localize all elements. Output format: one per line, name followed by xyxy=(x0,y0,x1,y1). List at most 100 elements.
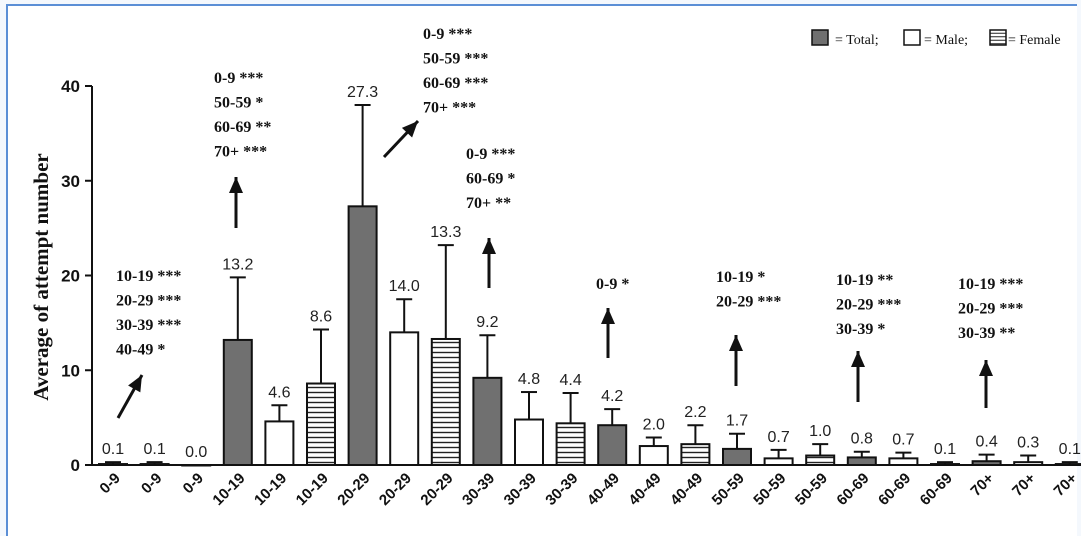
y-tick-label: 10 xyxy=(61,361,80,380)
significance-line: 0-9 *** xyxy=(214,70,263,87)
bar-striped xyxy=(1054,463,1081,466)
x-tick-label: 20-29 xyxy=(417,470,456,509)
annotation-arrow-head xyxy=(482,238,496,254)
x-tick-label: 70+ xyxy=(967,470,997,500)
x-tick-label: 20-29 xyxy=(334,470,373,509)
significance-line: 20-29 *** xyxy=(116,293,181,310)
x-tick-label: 70+ xyxy=(1051,470,1081,500)
value-label: 2.0 xyxy=(643,417,665,434)
value-label: 0.0 xyxy=(185,444,207,461)
value-label: 8.6 xyxy=(310,309,332,326)
significance-annotation: 10-19 *** 20-29 *** 30-39 *** 40-49 * xyxy=(116,268,181,359)
bar-open xyxy=(389,331,420,466)
x-tick-label: 40-49 xyxy=(667,470,706,509)
value-label: 14.0 xyxy=(389,278,420,295)
bar-open xyxy=(888,457,919,466)
annotation-arrow-head xyxy=(128,375,142,393)
bar-filled xyxy=(472,376,503,466)
annotation-arrow-head xyxy=(851,351,865,367)
significance-line: 20-29 *** xyxy=(836,297,901,314)
value-label: 9.2 xyxy=(476,314,498,331)
significance-annotation: 0-9 *** 50-59 *** 60-69 *** 70+ *** xyxy=(423,26,488,117)
legend-label: = Total; xyxy=(835,33,879,48)
x-tick-label: 30-39 xyxy=(501,470,540,509)
value-label: 0.7 xyxy=(892,432,914,449)
x-tick-label: 50-59 xyxy=(750,470,789,509)
x-tick-label: 60-69 xyxy=(875,470,914,509)
significance-line: 50-59 * xyxy=(214,95,263,112)
significance-line: 60-69 *** xyxy=(423,75,488,92)
bar-open xyxy=(139,463,170,466)
value-label: 4.8 xyxy=(518,371,540,388)
legend-swatch-filled xyxy=(811,29,829,46)
significance-line: 30-39 * xyxy=(836,321,885,338)
significance-annotation: 10-19 * 20-29 *** xyxy=(716,269,781,311)
bar-filled xyxy=(971,460,1002,466)
value-label: 4.2 xyxy=(601,388,623,405)
significance-line: 40-49 * xyxy=(116,342,165,359)
bar-filled xyxy=(347,205,378,467)
bar-striped xyxy=(181,464,212,467)
x-tick-label: 30-39 xyxy=(542,470,581,509)
value-label: 0.8 xyxy=(851,431,873,448)
significance-annotation: 0-9 *** 60-69 * 70+ ** xyxy=(466,146,515,212)
value-label: 0.4 xyxy=(975,434,997,451)
bar-filled xyxy=(597,424,628,466)
value-label: 1.0 xyxy=(809,423,831,440)
significance-line: 20-29 *** xyxy=(716,294,781,311)
bar-striped xyxy=(930,463,960,466)
x-tick-label: 60-69 xyxy=(917,470,956,509)
significance-line: 0-9 *** xyxy=(466,146,515,163)
legend-swatch-striped xyxy=(989,29,1007,46)
significance-annotation: 0-9 *** 50-59 * 60-69 ** 70+ *** xyxy=(214,70,271,161)
y-tick-label: 30 xyxy=(61,172,80,191)
significance-annotation: 10-19 *** 20-29 *** 30-39 ** xyxy=(958,276,1023,342)
annotation-arrow-head xyxy=(729,335,743,351)
significance-annotation: 0-9 * xyxy=(596,276,629,293)
x-tick-label: 50-59 xyxy=(709,470,748,509)
x-tick-label: 40-49 xyxy=(584,470,623,509)
significance-line: 70+ ** xyxy=(466,195,511,212)
bar-filled xyxy=(98,463,128,466)
value-label: 0.1 xyxy=(102,441,124,458)
bar-open xyxy=(264,420,295,467)
significance-line: 50-59 *** xyxy=(423,51,488,68)
value-label: 2.2 xyxy=(684,404,706,421)
x-tick-label: 10-19 xyxy=(251,470,290,509)
x-tick-label: 10-19 xyxy=(293,470,332,509)
annotation-arrow-head xyxy=(229,177,243,193)
significance-annotation: 10-19 ** 20-29 *** 30-39 * xyxy=(836,272,901,338)
significance-line: 30-39 *** xyxy=(116,317,181,334)
bar-open xyxy=(763,457,794,466)
legend-swatch-open xyxy=(903,29,921,46)
significance-line: 0-9 * xyxy=(596,276,629,293)
bar-striped xyxy=(430,337,461,467)
x-tick-label: 0-9 xyxy=(180,470,207,497)
value-label: 0.1 xyxy=(1059,441,1081,458)
y-tick-label: 20 xyxy=(61,267,80,286)
significance-line: 60-69 ** xyxy=(214,119,271,136)
legend-label: = Female xyxy=(1008,33,1061,48)
x-tick-label: 50-59 xyxy=(792,470,831,509)
significance-line: 0-9 *** xyxy=(423,26,472,43)
legend-label: = Male; xyxy=(924,33,968,48)
value-label: 1.7 xyxy=(726,413,748,430)
significance-line: 20-29 *** xyxy=(958,301,1023,318)
x-tick-label: 70+ xyxy=(1009,470,1039,500)
value-label: 4.4 xyxy=(559,372,581,389)
x-tick-label: 0-9 xyxy=(96,470,123,497)
bar-striped xyxy=(306,382,336,467)
value-label: 27.3 xyxy=(347,84,378,101)
y-axis-title: Average of attempt number xyxy=(29,153,53,400)
y-tick-label: 40 xyxy=(61,77,80,96)
x-tick-label: 40-49 xyxy=(625,470,664,509)
bar-filled xyxy=(722,447,752,466)
significance-line: 60-69 * xyxy=(466,171,515,188)
annotation-arrow-head xyxy=(401,121,418,138)
annotation-arrow-head xyxy=(979,360,993,376)
bar-striped xyxy=(805,454,836,466)
bar-striped xyxy=(555,422,586,466)
x-tick-label: 60-69 xyxy=(833,470,872,509)
bar-filled xyxy=(846,456,877,467)
